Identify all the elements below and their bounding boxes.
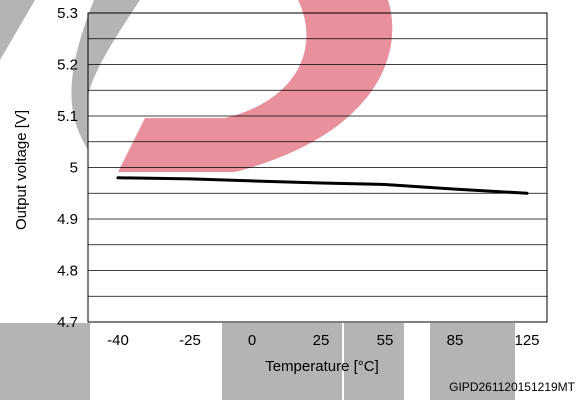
y-tick-label: 4.7 [57, 314, 78, 331]
watermark-red-arc [118, 0, 393, 172]
grid-layer [88, 38, 547, 297]
watermark-logo [0, 0, 515, 400]
watermark-letter-n [430, 323, 515, 400]
x-axis-title: Temperature [°C] [265, 358, 379, 375]
y-tick-label: 5.2 [57, 57, 78, 74]
y-tick-label: 4.8 [57, 263, 78, 280]
y-tick-label: 5 [70, 160, 78, 177]
x-tick-label: 25 [313, 332, 330, 349]
x-tick-label: 85 [447, 332, 464, 349]
x-tick-label: -25 [179, 332, 201, 349]
series-line [116, 176, 529, 195]
x-tick-label: -40 [107, 332, 129, 349]
x-tick-label: 125 [514, 332, 539, 349]
series-layer [116, 176, 529, 195]
watermark-gray-stroke [71, 0, 140, 150]
y-tick-label: 5.1 [57, 108, 78, 125]
x-tick-labels: -40 -25 0 25 55 85 125 [107, 332, 539, 349]
watermark-letter-l [344, 323, 404, 400]
watermark-letter-t [0, 323, 90, 400]
x-tick-label: 55 [377, 332, 394, 349]
y-tick-label: 5.3 [57, 5, 78, 22]
y-tick-label: 4.9 [57, 211, 78, 228]
watermark-letter-e [222, 323, 342, 400]
watermark-gray-wedge [0, 0, 35, 60]
x-tick-label: 0 [248, 332, 256, 349]
y-axis-title: Output voltage [V] [13, 110, 30, 230]
figure-code-label: GIPD261120151219MT [449, 380, 576, 394]
plot-area [87, 12, 548, 323]
y-tick-labels: 4.7 4.8 4.9 5 5.1 5.2 5.3 [57, 5, 78, 331]
